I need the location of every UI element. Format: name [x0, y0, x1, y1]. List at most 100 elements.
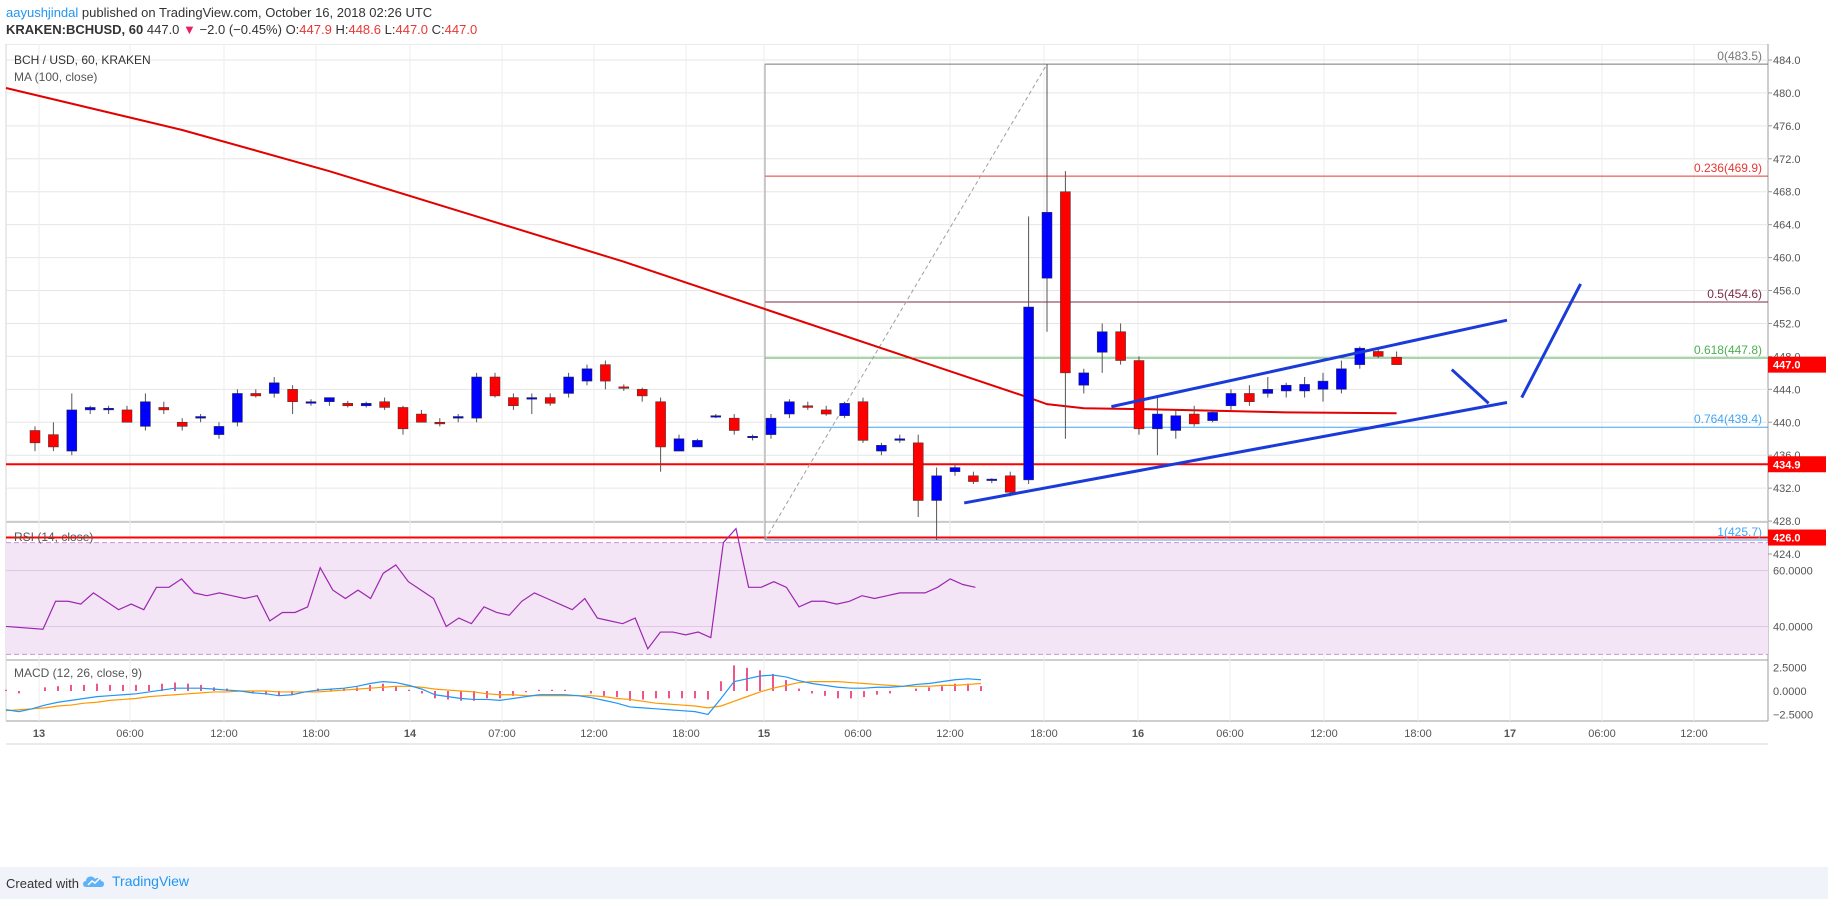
fib-level-label: 0.5(454.6) — [1707, 287, 1762, 301]
candle-body — [342, 403, 354, 407]
candle-body — [1244, 393, 1255, 402]
candle-body — [287, 389, 298, 402]
candle-body — [176, 422, 188, 427]
candle-body — [103, 408, 114, 411]
time-tick-label: 14 — [404, 728, 417, 740]
time-tick-label: 15 — [758, 728, 770, 740]
price-tick-label: 464.0 — [1773, 220, 1801, 232]
fib-level-label: 0.764(439.4) — [1694, 412, 1762, 426]
price-tag-label: 447.0 — [1773, 360, 1801, 372]
price-tag-label: 426.0 — [1773, 533, 1801, 545]
candle-body — [1225, 393, 1237, 407]
price-tick-label: 456.0 — [1773, 286, 1801, 298]
candle-body — [655, 401, 666, 448]
candle-body — [397, 407, 409, 430]
candle-body — [1188, 413, 1200, 425]
candle-body — [1372, 351, 1384, 357]
open-label: O: — [285, 22, 300, 37]
price-tick-label: 424.0 — [1773, 549, 1801, 561]
candle-body — [1133, 360, 1145, 430]
low-label: L: — [384, 22, 396, 37]
candle-body — [416, 413, 427, 423]
candle-body — [66, 409, 78, 452]
fib-level-label: 1(425.7) — [1717, 525, 1762, 539]
time-tick-label: 12:00 — [1680, 728, 1708, 740]
chart-container[interactable]: 484.0 480.0 476.0 472.0 468.0 464.0 460.0 456.0… — [0, 44, 1828, 867]
time-tick-label: 06:00 — [116, 728, 144, 740]
symbol-info: KRAKEN:BCHUSD, 60 447.0 ▼ −2.0 (−0.45%) … — [6, 22, 477, 37]
created-with-text: Created with — [6, 876, 79, 891]
price-tick-label: 480.0 — [1773, 88, 1801, 100]
candle-body — [489, 376, 501, 397]
candle-body — [581, 368, 593, 382]
candle-body — [195, 416, 206, 419]
candle-body — [1078, 372, 1090, 386]
rsi-band — [6, 542, 1768, 655]
price-tick-label: 444.0 — [1773, 384, 1801, 396]
price-tag-label: 434.9 — [1773, 459, 1801, 471]
candle-body — [1317, 380, 1329, 390]
fib-level-label: 0(483.5) — [1717, 49, 1762, 63]
candle-body — [1004, 475, 1016, 493]
candle-body — [1391, 356, 1402, 365]
candle-body — [1170, 415, 1182, 431]
time-tick-label: 18:00 — [1030, 728, 1058, 740]
symbol-name: KRAKEN:BCHUSD, 60 — [6, 22, 144, 37]
candle-body — [29, 430, 41, 444]
last-price: 447.0 — [146, 22, 180, 37]
candle-body — [802, 405, 814, 408]
candle-body — [213, 426, 225, 435]
macd-tick-label: 0.0000 — [1773, 686, 1807, 698]
candle-body — [894, 438, 906, 441]
candle-body — [379, 401, 390, 408]
candle-body — [1152, 413, 1163, 430]
candle-body — [1096, 331, 1108, 353]
candle-body — [1280, 384, 1292, 392]
high-label: H: — [335, 22, 349, 37]
high-value: 448.6 — [348, 22, 382, 37]
time-tick-label: 12:00 — [210, 728, 238, 740]
footer: Created with TradingView — [0, 867, 1828, 899]
candle-body — [857, 401, 869, 441]
tradingview-cloud-icon — [83, 876, 104, 887]
candle-body — [949, 467, 961, 472]
price-tick-label: 452.0 — [1773, 318, 1801, 330]
macd-tick-label: 2.5000 — [1773, 663, 1807, 675]
candle-body — [673, 438, 685, 452]
candle-body — [1041, 212, 1053, 279]
candle-body — [710, 415, 722, 418]
candle-body — [784, 401, 795, 415]
projection-arrow — [1450, 368, 1490, 405]
price-tick-label: 440.0 — [1773, 417, 1801, 429]
candle-body — [1336, 368, 1347, 390]
ma-indicator-label: MA (100, close) — [14, 70, 97, 84]
time-tick-label: 17 — [1504, 728, 1516, 740]
channel-lower-line — [963, 401, 1508, 505]
change-value: −2.0 (−0.45%) — [199, 22, 282, 37]
open-value: 447.9 — [299, 22, 332, 37]
fib-level-label: 0.236(469.9) — [1694, 161, 1762, 175]
candle-body — [1299, 384, 1310, 392]
author-link[interactable]: aayushjindal — [6, 5, 79, 20]
low-value: 447.0 — [395, 22, 429, 37]
time-tick-label: 18:00 — [302, 728, 330, 740]
candle-body — [434, 422, 446, 425]
time-tick-label: 12:00 — [580, 728, 608, 740]
candle-body — [563, 376, 574, 394]
candle-body — [508, 397, 519, 407]
price-tag — [1768, 529, 1826, 546]
candle-body — [986, 478, 998, 481]
candle-body — [820, 409, 832, 415]
candle-body — [747, 436, 758, 439]
candle-body — [765, 417, 777, 435]
time-tick-label: 18:00 — [672, 728, 700, 740]
candle-body — [324, 397, 335, 402]
tradingview-brand[interactable]: TradingView — [82, 873, 189, 889]
price-tick-label: 484.0 — [1773, 55, 1801, 67]
candle-body — [48, 434, 59, 448]
price-tick-label: 468.0 — [1773, 187, 1801, 199]
time-tick-label: 06:00 — [844, 728, 872, 740]
price-chart[interactable]: 484.0 480.0 476.0 472.0 468.0 464.0 460.0 456.0… — [0, 44, 1828, 867]
candle-body — [140, 401, 151, 427]
candle-body — [692, 440, 703, 448]
